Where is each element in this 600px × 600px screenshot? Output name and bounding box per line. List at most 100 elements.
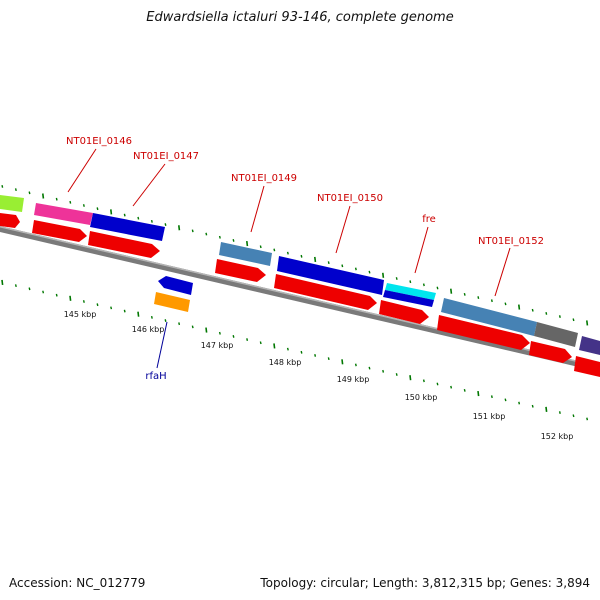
feature-block-green[interactable]	[0, 195, 24, 212]
tick-minor	[82, 300, 85, 303]
tick-minor	[137, 216, 140, 220]
cds-arrow[interactable]	[0, 213, 20, 228]
leader-line	[494, 247, 511, 297]
tick-major	[178, 225, 181, 231]
tick-minor	[164, 223, 167, 226]
tick-major	[409, 375, 412, 381]
tick-minor	[232, 238, 235, 242]
tick-minor	[558, 315, 561, 318]
tick-minor	[28, 191, 31, 195]
tick-minor	[422, 379, 425, 383]
tick-minor	[123, 309, 126, 313]
tick-major	[110, 209, 113, 215]
tick-minor	[218, 235, 221, 239]
accession-text: Accession: NC_012779	[9, 576, 146, 590]
tick-major	[42, 193, 45, 199]
gene-label[interactable]: rfaH	[145, 371, 166, 382]
tick-minor	[463, 292, 466, 296]
leader-line	[132, 163, 166, 207]
gene-label[interactable]: fre	[422, 214, 436, 225]
feature-block-blue[interactable]	[277, 256, 384, 295]
tick-major	[314, 256, 317, 263]
gene-label[interactable]: NT01EI_0152	[478, 236, 544, 247]
tick-minor	[14, 284, 17, 288]
tick-minor	[55, 293, 58, 297]
tick-minor	[191, 229, 194, 233]
scale-label: 150 kbp	[405, 393, 438, 402]
leader-line	[156, 321, 168, 369]
tick-minor	[382, 369, 385, 373]
rfah-arrow[interactable]	[158, 276, 193, 295]
gene-label[interactable]: NT01EI_0146	[66, 136, 132, 147]
tick-minor	[110, 306, 113, 310]
tick-minor	[490, 395, 493, 399]
cds-arrow[interactable]	[574, 356, 600, 377]
tick-minor	[96, 303, 99, 307]
tick-minor	[150, 315, 153, 319]
tick-major	[69, 295, 72, 301]
tick-minor	[450, 385, 453, 389]
cds-arrow[interactable]	[529, 341, 572, 363]
tick-minor	[422, 283, 425, 287]
tick-minor	[436, 286, 439, 290]
feature-block-gray[interactable]	[534, 322, 578, 347]
tick-major	[246, 240, 249, 247]
rfah-block-orange[interactable]	[154, 292, 190, 312]
tick-minor	[164, 319, 167, 322]
cds-ring	[0, 213, 600, 377]
tick-minor	[246, 338, 249, 342]
tick-minor	[205, 232, 208, 236]
tick-minor	[14, 188, 17, 192]
tick-minor	[300, 254, 303, 258]
tick-minor	[28, 287, 31, 291]
scale-label: 149 kbp	[337, 375, 370, 384]
tick-minor	[232, 334, 235, 338]
tick-minor	[518, 401, 521, 405]
tick-minor	[55, 197, 58, 201]
feature-block-steelblue[interactable]	[219, 242, 272, 266]
feature-block-magenta[interactable]	[34, 203, 93, 225]
tick-minor	[395, 277, 398, 280]
tick-minor	[259, 341, 262, 345]
tick-minor	[314, 354, 317, 357]
gene-label[interactable]: NT01EI_0147	[133, 151, 199, 162]
scale-label: 152 kbp	[541, 432, 574, 441]
tick-minor	[504, 398, 507, 402]
tick-minor	[123, 213, 126, 217]
feature-block-blue[interactable]	[90, 213, 165, 241]
feature-block-cyan[interactable]	[385, 283, 436, 300]
tick-minor	[354, 267, 357, 271]
scale-label: 148 kbp	[269, 358, 302, 367]
tick-minor	[96, 207, 99, 211]
tick-major	[545, 406, 548, 412]
feature-block-purple[interactable]	[579, 336, 600, 355]
tick-minor	[341, 264, 344, 268]
tick-minor	[327, 357, 330, 361]
tick-minor	[531, 404, 534, 408]
tick-minor	[368, 270, 371, 274]
map-title: Edwardsiella ictaluri 93-146, complete g…	[146, 10, 454, 25]
feature-block-steelblue[interactable]	[441, 298, 537, 336]
gene-label[interactable]: NT01EI_0150	[317, 193, 383, 204]
cds-arrow[interactable]	[32, 220, 87, 242]
tick-major	[137, 311, 140, 317]
cds-arrow[interactable]	[437, 315, 530, 350]
cds-arrow[interactable]	[379, 300, 429, 324]
gene-label[interactable]: NT01EI_0149	[231, 173, 297, 184]
tick-minor	[354, 363, 357, 367]
scale-label: 146 kbp	[132, 325, 165, 334]
cds-arrow[interactable]	[215, 259, 266, 282]
tick-major	[477, 390, 480, 397]
tick-minor	[1, 185, 4, 188]
scale-label: 145 kbp	[64, 310, 97, 319]
tick-minor	[395, 373, 398, 376]
leader-line	[67, 148, 97, 193]
cds-arrow[interactable]	[274, 274, 377, 310]
cds-arrow[interactable]	[88, 231, 160, 258]
tick-minor	[477, 296, 480, 299]
tick-major	[341, 359, 344, 365]
feature-block-blue[interactable]	[383, 290, 434, 307]
tick-minor	[300, 350, 303, 354]
tick-minor	[286, 347, 289, 351]
